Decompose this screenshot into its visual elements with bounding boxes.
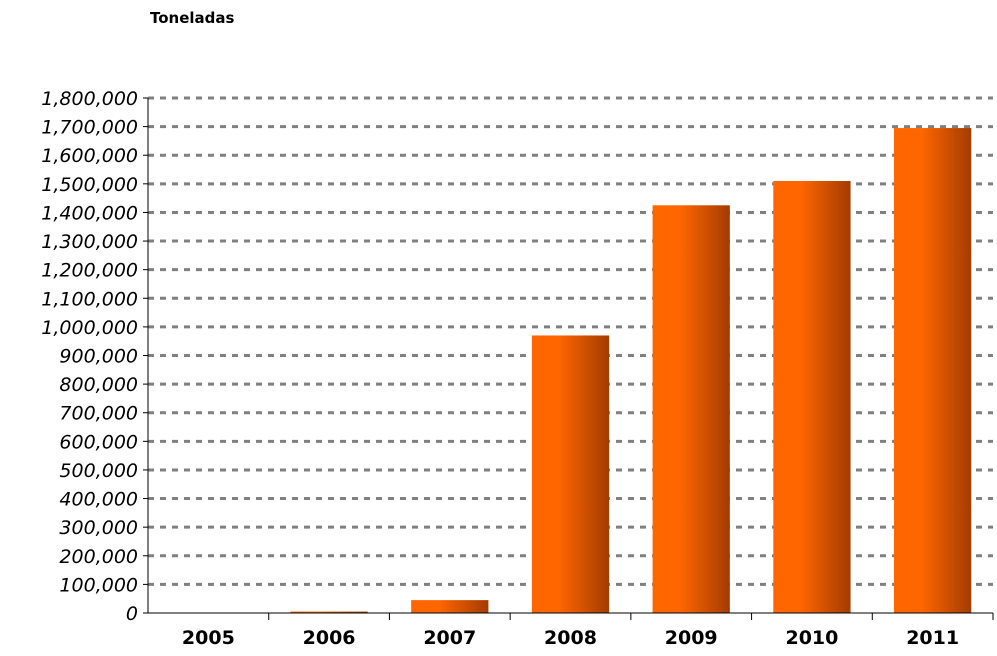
bar-2010 — [773, 180, 851, 613]
y-tick-label: 1,200,000 — [41, 260, 138, 282]
y-tick-label: 1,000,000 — [41, 317, 138, 339]
y-tick-label: 200,000 — [59, 546, 138, 568]
bar-2006 — [290, 611, 368, 613]
x-tick-label: 2011 — [906, 627, 959, 649]
y-tick-label: 0 — [126, 603, 138, 625]
y-tick-label: 800,000 — [59, 374, 138, 396]
bar-2009 — [652, 205, 730, 613]
x-tick-label: 2006 — [303, 627, 356, 649]
y-tick-label: 500,000 — [59, 460, 138, 482]
x-tick-label: 2010 — [785, 627, 838, 649]
y-tick-label: 1,500,000 — [41, 174, 138, 196]
y-axis-ticks: 0 100,000 200,000 300,000 400,000 500,000 600,… — [41, 88, 148, 625]
x-axis-ticks: 2005 2006 2007 2008 2009 2010 2011 — [182, 613, 994, 649]
y-tick-label: 1,100,000 — [41, 288, 138, 310]
chart-title: Toneladas — [150, 9, 235, 27]
y-tick-label: 1,800,000 — [41, 88, 138, 110]
y-tick-label: 1,700,000 — [41, 117, 138, 139]
y-tick-label: 300,000 — [59, 517, 138, 539]
x-tick-label: 2005 — [182, 627, 235, 649]
y-tick-label: 1,300,000 — [41, 231, 138, 253]
y-tick-label: 400,000 — [59, 489, 138, 511]
x-tick-label: 2008 — [544, 627, 597, 649]
bar-2011 — [894, 128, 972, 613]
y-tick-label: 900,000 — [59, 346, 138, 368]
y-tick-label: 600,000 — [59, 431, 138, 453]
bar-2008 — [531, 335, 610, 613]
y-tick-label: 1,400,000 — [41, 202, 138, 224]
x-tick-label: 2009 — [665, 627, 718, 649]
y-tick-label: 100,000 — [59, 574, 138, 596]
y-tick-label: 1,600,000 — [41, 145, 138, 167]
x-tick-label: 2007 — [423, 627, 476, 649]
bars — [290, 128, 972, 613]
y-tick-label: 700,000 — [59, 403, 138, 425]
bar-2007 — [411, 600, 489, 613]
